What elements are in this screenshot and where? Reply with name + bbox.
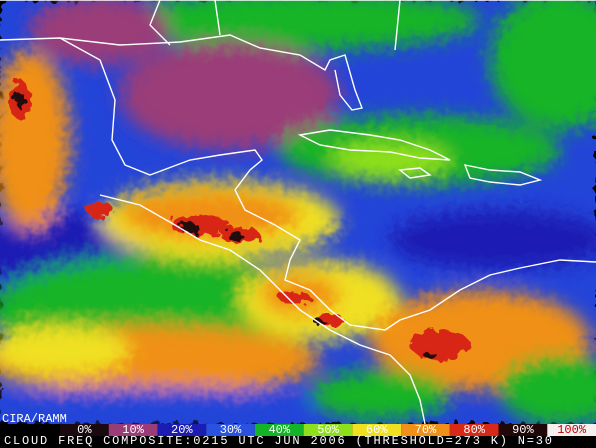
legend-label: 0% (77, 423, 92, 437)
legend-label: 40% (268, 423, 290, 437)
legend-swatch (547, 424, 596, 436)
cloud-frequency-field (0, 0, 596, 425)
legend-label: 20% (171, 423, 193, 437)
legend-swatch (401, 424, 450, 436)
color-legend: 0% 10% 20% 30% 40% 50% 60% 70% 80% 90% 100% (60, 423, 596, 437)
legend-swatch (108, 424, 158, 436)
legend-label: 100% (557, 423, 587, 437)
legend-swatch (352, 424, 402, 436)
legend-swatch (303, 424, 353, 436)
legend-swatch (254, 424, 304, 436)
legend-label: 70% (415, 423, 437, 437)
legend-swatch (60, 424, 109, 436)
legend-label: 80% (463, 423, 485, 437)
caption: CLOUD FREQ COMPOSITE:0215 UTC JUN 2006 (… (4, 434, 552, 448)
legend-label: 50% (317, 423, 339, 437)
legend-label: 90% (512, 423, 534, 437)
coastlines (0, 0, 596, 425)
legend-swatch (498, 424, 548, 436)
legend-label: 10% (122, 423, 144, 437)
legend-swatch (449, 424, 499, 436)
legend-label: 30% (220, 423, 242, 437)
credit: CIRA/RAMM (2, 412, 67, 426)
legend-swatch (157, 424, 207, 436)
legend-swatch (206, 424, 255, 436)
legend-label: 60% (366, 423, 388, 437)
